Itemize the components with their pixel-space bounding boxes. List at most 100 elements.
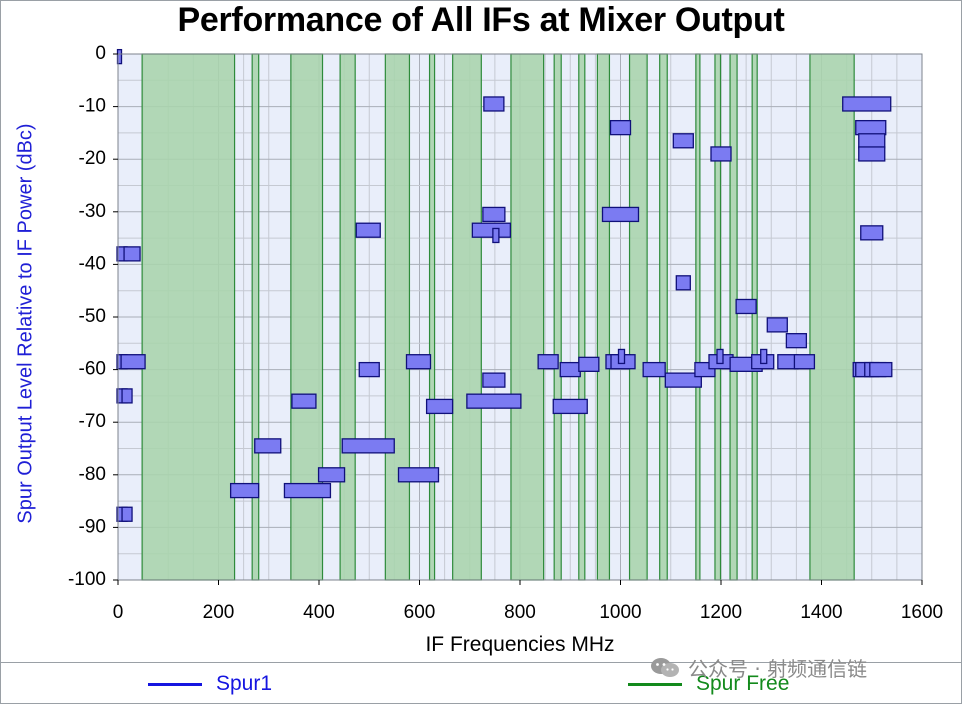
y-tick-labels: 0 -10 -20 -30 -40 -50 -60 -70 -80 -90 -100 (68, 43, 118, 590)
y-axis-label: Spur Output Level Relative to IF Power (… (14, 123, 37, 524)
spur-point (617, 348, 626, 365)
spur-point (642, 361, 666, 378)
spur-point (291, 393, 317, 409)
spur-point (552, 398, 588, 415)
spur-free-band (141, 53, 236, 581)
spur-point (601, 206, 640, 223)
spur-point (578, 356, 600, 372)
spur-point (341, 438, 395, 454)
spur-point (482, 206, 506, 223)
spur-point (710, 146, 732, 162)
spur-point (466, 393, 522, 409)
spur-free-band (510, 53, 545, 581)
x-tick-label: 1000 (599, 602, 641, 623)
spur-free-band (384, 53, 411, 581)
spur-point (559, 361, 581, 378)
x-tick-label: 1600 (901, 602, 943, 623)
y-tick-label: -50 (79, 306, 106, 327)
spur-point (358, 361, 380, 378)
legend-item-spur-free: Spur Free (628, 672, 789, 696)
watermark-text: 公众号 · 射频通信链 (688, 657, 868, 681)
spur-point (735, 298, 757, 315)
spur-point (121, 506, 133, 522)
spur-free-band (628, 53, 648, 581)
spur-free-band (751, 53, 758, 581)
spur-point (537, 354, 559, 370)
spur-free-band (251, 53, 260, 581)
spur-free-band (596, 53, 611, 581)
y-tick-label: -90 (79, 516, 106, 537)
x-tick-label: 200 (203, 602, 235, 623)
y-tick-label: -70 (79, 411, 106, 432)
spur-free-band (339, 53, 356, 581)
spur-free-band (578, 53, 586, 581)
x-tick-label: 600 (404, 602, 436, 623)
y-tick-label: -40 (79, 253, 106, 274)
x-tick-label: 1400 (800, 602, 842, 623)
spur-point (405, 354, 432, 370)
wechat-icon (651, 657, 679, 677)
legend-label-spur1: Spur1 (216, 672, 273, 695)
x-axis-label: IF Frequencies MHz (425, 633, 615, 656)
x-tick-labels: 0 200 400 600 800 1000 1200 1400 1600 (113, 580, 943, 623)
spur-point (869, 361, 893, 378)
chart-title: Performance of All IFs at Mixer Output (177, 1, 785, 39)
legend-swatch-spur1 (148, 682, 202, 686)
legend-separator (0, 662, 962, 663)
spur-point (123, 246, 141, 262)
y-tick-label: -20 (79, 148, 106, 169)
spur-point (283, 482, 332, 499)
spur-point (492, 227, 500, 244)
spur-point (858, 133, 886, 149)
x-tick-label: 400 (303, 602, 335, 623)
y-tick-label: -100 (68, 569, 106, 590)
spur-point (471, 222, 512, 238)
spur-free-band (452, 53, 482, 581)
spur-markers (116, 48, 893, 522)
spur-free-band (695, 53, 701, 581)
y-tick-label: -30 (79, 201, 106, 222)
spur-free-band (553, 53, 562, 581)
spur-point (675, 275, 691, 291)
x-tick-label: 0 (113, 602, 124, 623)
spur-point (716, 348, 724, 365)
spur-point (672, 133, 694, 149)
spur-point (860, 225, 884, 241)
spur-point (317, 467, 346, 483)
x-tick-label: 1200 (700, 602, 742, 623)
spur-free-band (290, 53, 324, 581)
spur-point (858, 146, 886, 162)
spur-point (397, 467, 440, 483)
y-tick-label: -10 (79, 96, 106, 117)
legend-item-spur1: Spur1 (148, 672, 272, 696)
y-tick-label: -80 (79, 464, 106, 485)
spur-point (120, 354, 146, 370)
spur-point (793, 354, 816, 370)
spur-point (766, 317, 788, 333)
spur-point (425, 398, 454, 415)
watermark: 公众号 · 射频通信链 (650, 653, 867, 682)
spur-point (482, 372, 506, 388)
spur-free-band (659, 53, 668, 581)
spur-free-band (714, 53, 722, 581)
spur-point (355, 222, 381, 238)
spur-point (842, 96, 892, 112)
spur-point (229, 482, 260, 499)
spur-point (121, 388, 133, 404)
legend-label-spur-free: Spur Free (696, 672, 790, 695)
spur-point (254, 438, 282, 454)
spur-point (760, 348, 768, 365)
legend-swatch-spur-free (628, 682, 682, 686)
spur-point (785, 333, 808, 349)
spur-point (855, 119, 887, 136)
spur-point (483, 96, 505, 112)
spur-free-band (729, 53, 738, 581)
spur-free-band (428, 53, 436, 581)
spur-point (609, 119, 632, 136)
x-tick-label: 800 (504, 602, 536, 623)
spur-point (664, 372, 702, 388)
spur-free-band (809, 53, 855, 581)
y-tick-label: 0 (95, 43, 106, 64)
y-tick-label: -60 (79, 359, 106, 380)
